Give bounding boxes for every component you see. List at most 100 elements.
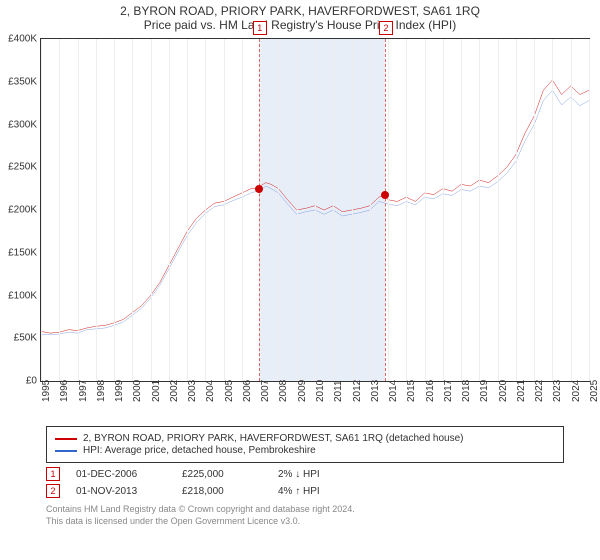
x-tick-label: 2002 (169, 380, 180, 402)
x-tick-label: 2019 (479, 380, 490, 402)
title-line-1: 2, BYRON ROAD, PRIORY PARK, HAVERFORDWES… (0, 4, 600, 18)
x-tick-label: 2010 (315, 380, 326, 402)
x-tick-label: 2000 (132, 380, 143, 402)
x-tick-label: 2015 (406, 380, 417, 402)
x-tick-label: 2020 (498, 380, 509, 402)
grid-line (260, 39, 261, 381)
marker-dash (385, 39, 386, 381)
x-tick-label: 2008 (278, 380, 289, 402)
footer-line-2: This data is licensed under the Open Gov… (46, 516, 600, 528)
y-tick-label: £250K (1, 162, 37, 173)
sale-date: 01-DEC-2006 (76, 469, 166, 480)
x-tick-label: 2014 (388, 380, 399, 402)
grid-line (242, 39, 243, 381)
grid-line (571, 39, 572, 381)
grid-line (406, 39, 407, 381)
grid-line (443, 39, 444, 381)
y-tick-label: £350K (1, 76, 37, 87)
sale-row: 2 01-NOV-2013 £218,000 4% ↑ HPI (46, 484, 600, 498)
y-tick-label: £300K (1, 119, 37, 130)
x-tick-label: 1995 (41, 380, 52, 402)
x-tick-label: 2003 (187, 380, 198, 402)
legend-swatch-property (55, 438, 77, 440)
grid-line (333, 39, 334, 381)
y-tick-label: £50K (1, 333, 37, 344)
grid-line (552, 39, 553, 381)
sale-marker: 2 (46, 484, 60, 498)
footer: Contains HM Land Registry data © Crown c… (46, 504, 600, 527)
marker-dash (259, 39, 260, 381)
sale-marker: 1 (46, 467, 60, 481)
sale-pct: 4% ↑ HPI (278, 486, 320, 497)
grid-line (78, 39, 79, 381)
x-tick-label: 2023 (552, 380, 563, 402)
x-tick-label: 2016 (425, 380, 436, 402)
y-tick-label: £100K (1, 290, 37, 301)
grid-line (534, 39, 535, 381)
x-tick-label: 2013 (370, 380, 381, 402)
x-tick-label: 2011 (333, 380, 344, 402)
legend-label-property: 2, BYRON ROAD, PRIORY PARK, HAVERFORDWES… (83, 433, 464, 444)
grid-line (388, 39, 389, 381)
sale-price: £218,000 (182, 486, 262, 497)
x-tick-label: 2017 (443, 380, 454, 402)
grid-line (516, 39, 517, 381)
grid-line (370, 39, 371, 381)
sale-date: 01-NOV-2013 (76, 486, 166, 497)
x-tick-label: 2006 (242, 380, 253, 402)
x-tick-label: 1996 (59, 380, 70, 402)
x-tick-label: 2001 (151, 380, 162, 402)
grid-line (205, 39, 206, 381)
grid-line (41, 39, 42, 381)
legend: 2, BYRON ROAD, PRIORY PARK, HAVERFORDWES… (46, 426, 564, 463)
x-tick-label: 2022 (534, 380, 545, 402)
x-tick-label: 2009 (297, 380, 308, 402)
chart: £0£50K£100K£150K£200K£250K£300K£350K£400… (40, 38, 590, 418)
x-tick-label: 2021 (516, 380, 527, 402)
legend-label-hpi: HPI: Average price, detached house, Pemb… (83, 445, 316, 456)
marker-box: 1 (253, 21, 267, 35)
sale-dot (381, 191, 389, 199)
x-tick-label: 1997 (78, 380, 89, 402)
x-tick-label: 1998 (96, 380, 107, 402)
grid-line (151, 39, 152, 381)
grid-line (352, 39, 353, 381)
x-tick-label: 2024 (571, 380, 582, 402)
y-tick-label: £150K (1, 247, 37, 258)
x-tick-label: 2018 (461, 380, 472, 402)
grid-line (297, 39, 298, 381)
grid-line (187, 39, 188, 381)
marker-box: 2 (379, 21, 393, 35)
grid-line (114, 39, 115, 381)
x-tick-label: 2005 (224, 380, 235, 402)
grid-line (59, 39, 60, 381)
grid-line (278, 39, 279, 381)
x-tick-label: 2025 (589, 380, 600, 402)
grid-line (169, 39, 170, 381)
sale-dot (255, 185, 263, 193)
x-tick-label: 2007 (260, 380, 271, 402)
grid-line (479, 39, 480, 381)
grid-line (132, 39, 133, 381)
grid-line (96, 39, 97, 381)
sale-row: 1 01-DEC-2006 £225,000 2% ↓ HPI (46, 467, 600, 481)
x-tick-label: 2012 (352, 380, 363, 402)
footer-line-1: Contains HM Land Registry data © Crown c… (46, 504, 600, 516)
legend-row-hpi: HPI: Average price, detached house, Pemb… (55, 445, 555, 456)
grid-line (315, 39, 316, 381)
y-tick-label: £0 (1, 376, 37, 387)
y-tick-label: £400K (1, 34, 37, 45)
sale-price: £225,000 (182, 469, 262, 480)
title-block: 2, BYRON ROAD, PRIORY PARK, HAVERFORDWES… (0, 0, 600, 32)
y-tick-label: £200K (1, 205, 37, 216)
x-tick-label: 1999 (114, 380, 125, 402)
grid-line (461, 39, 462, 381)
x-tick-label: 2004 (205, 380, 216, 402)
sale-pct: 2% ↓ HPI (278, 469, 320, 480)
legend-swatch-hpi (55, 450, 77, 452)
grid-line (425, 39, 426, 381)
plot-area: £0£50K£100K£150K£200K£250K£300K£350K£400… (40, 38, 590, 382)
title-line-2: Price paid vs. HM Land Registry's House … (0, 18, 600, 32)
legend-row-property: 2, BYRON ROAD, PRIORY PARK, HAVERFORDWES… (55, 433, 555, 444)
sales-block: 1 01-DEC-2006 £225,000 2% ↓ HPI 2 01-NOV-2013… (0, 467, 600, 498)
